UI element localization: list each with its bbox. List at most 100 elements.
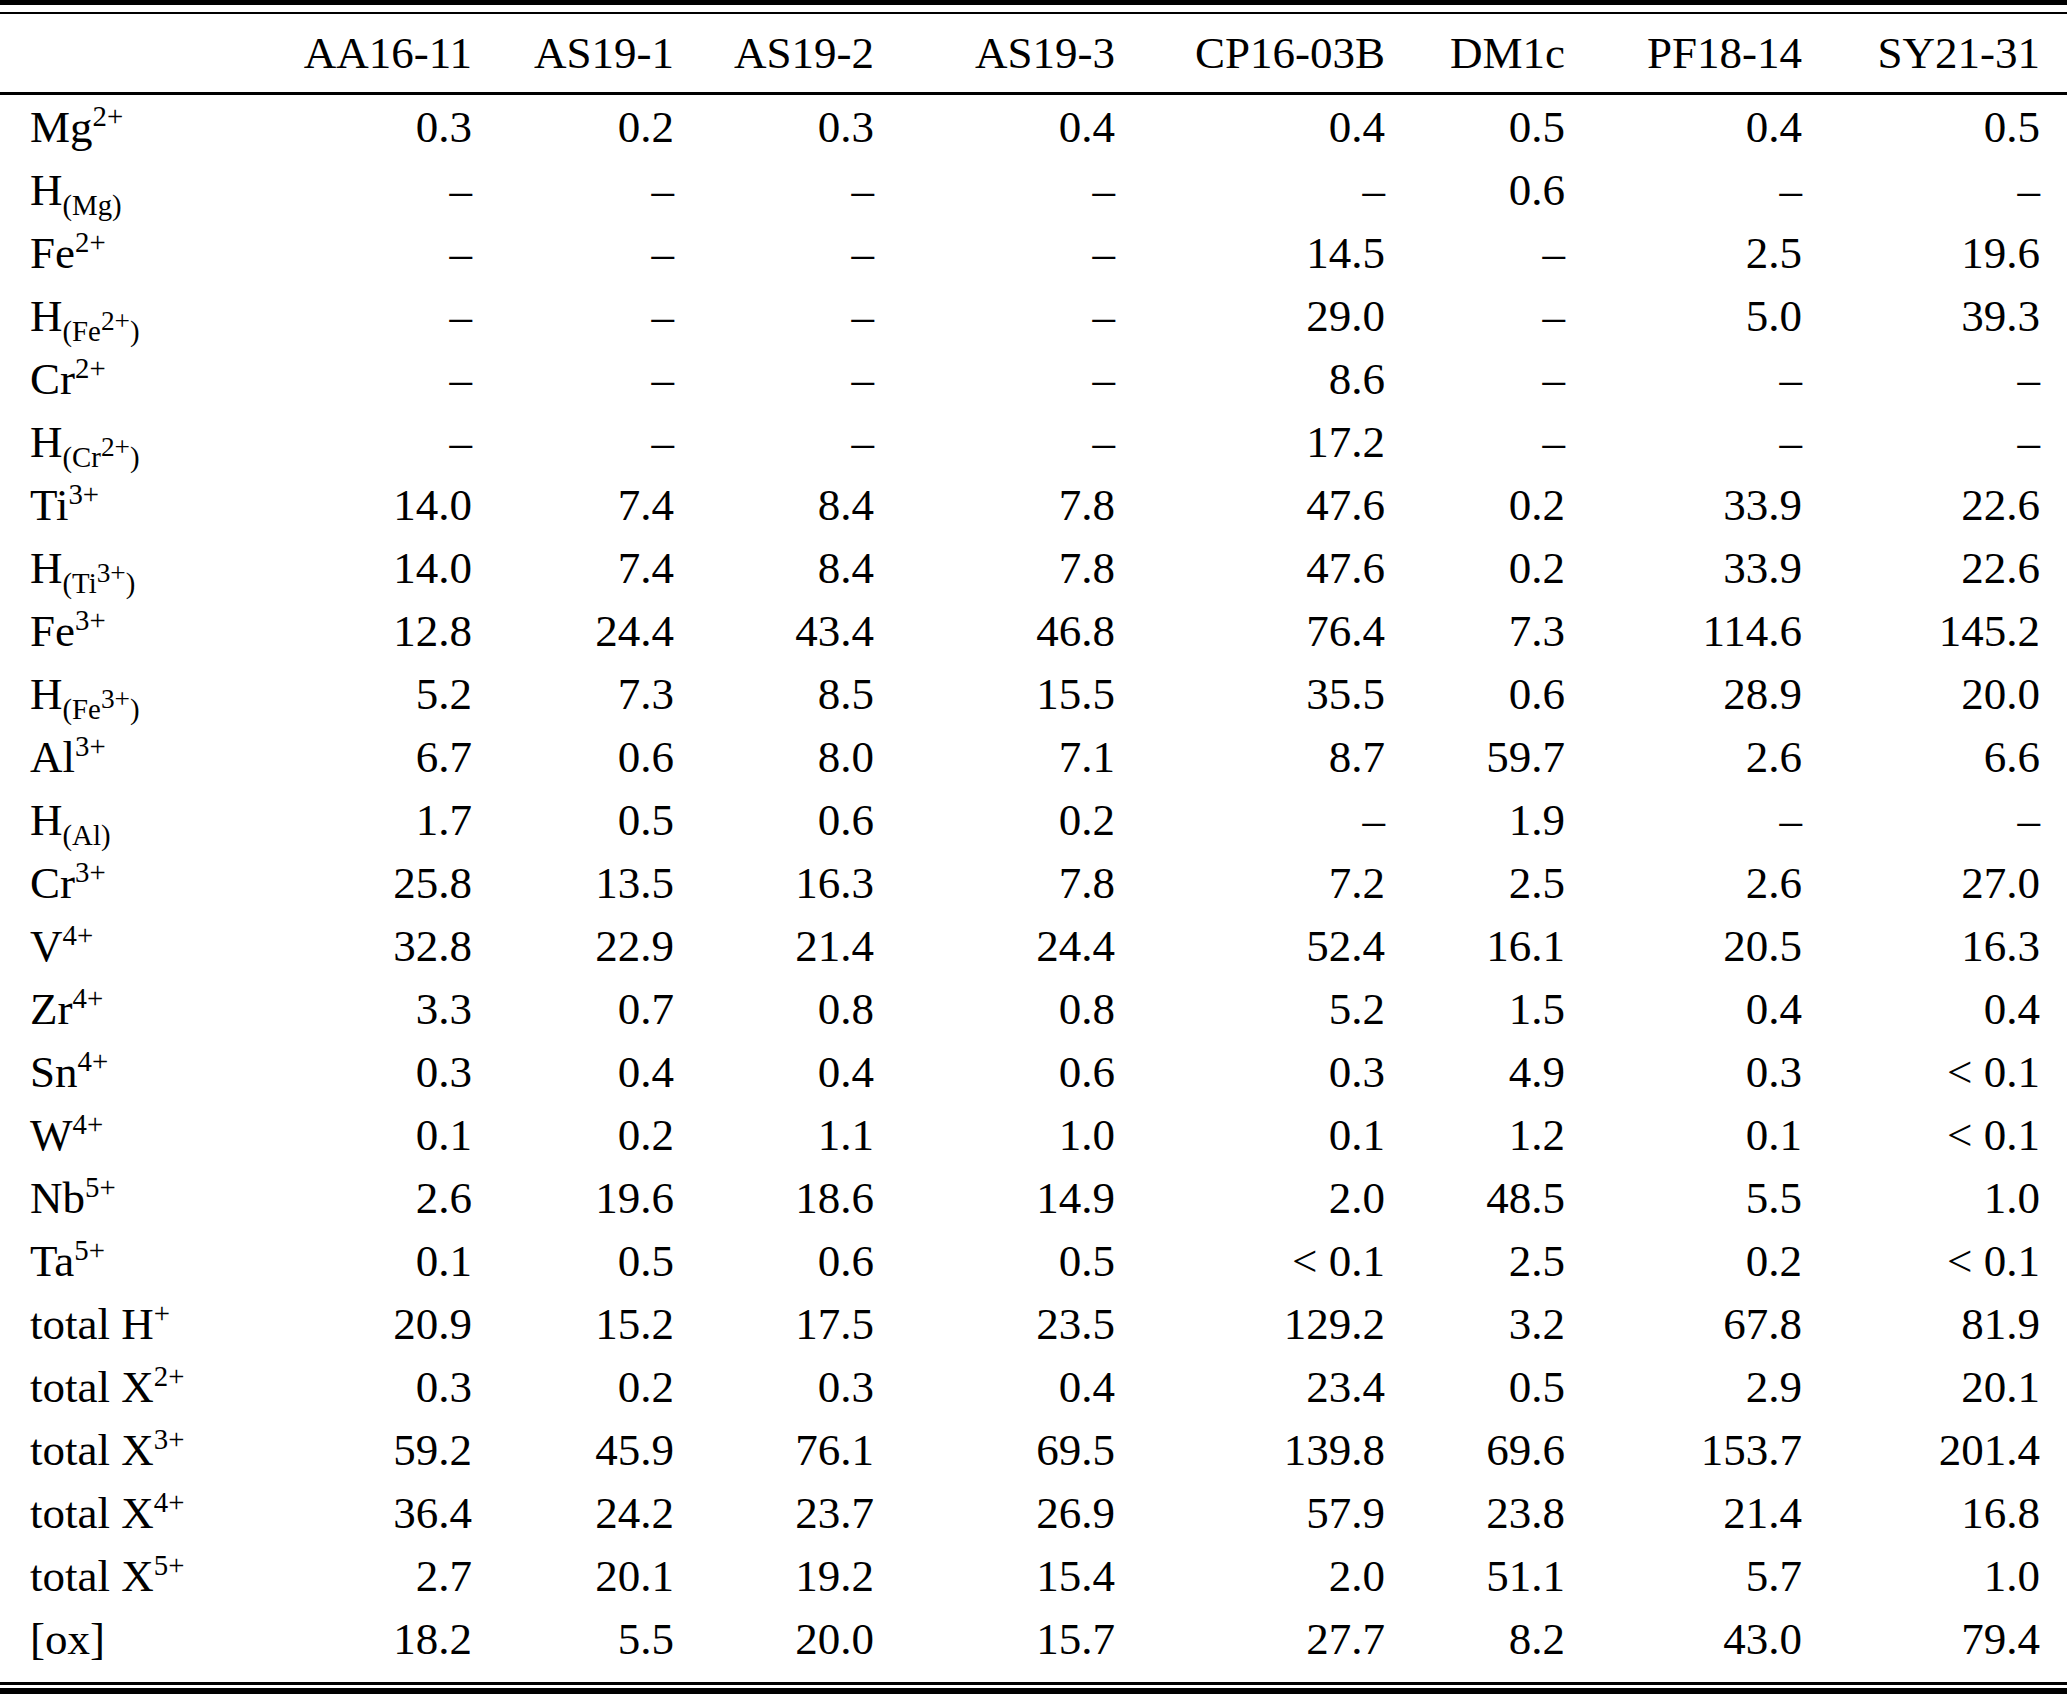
corner-cell — [0, 14, 300, 94]
column-header: AS19-1 — [472, 14, 674, 94]
cell-value: 7.3 — [472, 662, 674, 725]
cell-value: 20.1 — [1802, 1355, 2067, 1418]
cell-value: 129.2 — [1115, 1292, 1385, 1355]
cell-value: 0.6 — [874, 1040, 1115, 1103]
cell-value: 14.0 — [300, 473, 472, 536]
cell-value: 7.8 — [874, 851, 1115, 914]
cell-value: 18.6 — [674, 1166, 874, 1229]
cell-value: 8.0 — [674, 725, 874, 788]
bottom-rule-thick — [0, 1688, 2067, 1694]
cell-value: 8.7 — [1115, 725, 1385, 788]
cell-value: 0.1 — [300, 1103, 472, 1166]
cell-value: 0.4 — [1802, 977, 2067, 1040]
table-row: H(Mg)–––––0.6–– — [0, 158, 2067, 221]
cell-value: 32.8 — [300, 914, 472, 977]
cell-value: 69.5 — [874, 1418, 1115, 1481]
table-row: H(Fe2+)––––29.0–5.039.3 — [0, 284, 2067, 347]
cell-value: 1.1 — [674, 1103, 874, 1166]
cell-value: 0.3 — [674, 94, 874, 159]
cell-value: 35.5 — [1115, 662, 1385, 725]
cell-value: 201.4 — [1802, 1418, 2067, 1481]
cell-value: 20.1 — [472, 1544, 674, 1607]
cell-value: < 0.1 — [1115, 1229, 1385, 1292]
row-label: total X2+ — [0, 1355, 300, 1418]
cell-value: 22.9 — [472, 914, 674, 977]
cell-value: 1.9 — [1385, 788, 1565, 851]
cell-value: 0.2 — [472, 1103, 674, 1166]
cell-value: – — [674, 347, 874, 410]
row-label: H(Mg) — [0, 158, 300, 221]
cell-value: 0.2 — [1385, 473, 1565, 536]
cell-value: 59.7 — [1385, 725, 1565, 788]
cell-value: 67.8 — [1565, 1292, 1802, 1355]
cell-value: 5.2 — [1115, 977, 1385, 1040]
cell-value: 19.2 — [674, 1544, 874, 1607]
cell-value: 3.2 — [1385, 1292, 1565, 1355]
cell-value: 0.5 — [1802, 94, 2067, 159]
cell-value: 17.2 — [1115, 410, 1385, 473]
cell-value: 33.9 — [1565, 473, 1802, 536]
cell-value: 16.3 — [1802, 914, 2067, 977]
cell-value: 7.4 — [472, 473, 674, 536]
cell-value: 5.5 — [1565, 1166, 1802, 1229]
cell-value: – — [874, 221, 1115, 284]
cell-value: 51.1 — [1385, 1544, 1565, 1607]
cell-value: 0.5 — [1385, 94, 1565, 159]
cell-value: 0.1 — [1565, 1103, 1802, 1166]
cell-value: 1.0 — [1802, 1544, 2067, 1607]
cell-value: 28.9 — [1565, 662, 1802, 725]
column-header: AS19-3 — [874, 14, 1115, 94]
cell-value: 0.6 — [1385, 158, 1565, 221]
cell-value: 7.8 — [874, 536, 1115, 599]
row-label: Fe2+ — [0, 221, 300, 284]
row-label: H(Ti3+) — [0, 536, 300, 599]
cell-value: 7.1 — [874, 725, 1115, 788]
table-row: Sn4+0.30.40.40.60.34.90.3< 0.1 — [0, 1040, 2067, 1103]
cell-value: 1.2 — [1385, 1103, 1565, 1166]
cell-value: 7.2 — [1115, 851, 1385, 914]
cell-value: 22.6 — [1802, 536, 2067, 599]
cell-value: 0.1 — [1115, 1103, 1385, 1166]
cell-value: 5.2 — [300, 662, 472, 725]
cell-value: 153.7 — [1565, 1418, 1802, 1481]
row-label: total H+ — [0, 1292, 300, 1355]
cell-value: 0.5 — [874, 1229, 1115, 1292]
cell-value: 79.4 — [1802, 1607, 2067, 1670]
table-row: H(Ti3+)14.07.48.47.847.60.233.922.6 — [0, 536, 2067, 599]
cell-value: 47.6 — [1115, 536, 1385, 599]
cell-value: – — [472, 347, 674, 410]
row-label: H(Fe2+) — [0, 284, 300, 347]
cell-value: 2.0 — [1115, 1544, 1385, 1607]
cell-value: 0.5 — [1385, 1355, 1565, 1418]
cell-value: 145.2 — [1802, 599, 2067, 662]
cell-value: – — [1385, 221, 1565, 284]
cell-value: 69.6 — [1385, 1418, 1565, 1481]
row-label: Ti3+ — [0, 473, 300, 536]
cell-value: 33.9 — [1565, 536, 1802, 599]
table-row: H(Al)1.70.50.60.2–1.9–– — [0, 788, 2067, 851]
cell-value: < 0.1 — [1802, 1229, 2067, 1292]
cell-value: 8.6 — [1115, 347, 1385, 410]
row-label: Sn4+ — [0, 1040, 300, 1103]
row-label: H(Fe3+) — [0, 662, 300, 725]
cell-value: 2.5 — [1385, 851, 1565, 914]
cell-value: 16.3 — [674, 851, 874, 914]
table-row: Fe2+––––14.5–2.519.6 — [0, 221, 2067, 284]
cell-value: 15.4 — [874, 1544, 1115, 1607]
row-label: total X5+ — [0, 1544, 300, 1607]
cell-value: 81.9 — [1802, 1292, 2067, 1355]
cell-value: 20.0 — [1802, 662, 2067, 725]
top-rule-thick — [0, 0, 2067, 5]
row-label: Ta5+ — [0, 1229, 300, 1292]
cell-value: 24.4 — [874, 914, 1115, 977]
cell-value: 14.0 — [300, 536, 472, 599]
cell-value: 2.5 — [1565, 221, 1802, 284]
cell-value: 2.5 — [1385, 1229, 1565, 1292]
cell-value: 8.2 — [1385, 1607, 1565, 1670]
bottom-rule-thin — [0, 1682, 2067, 1685]
column-header: PF18-14 — [1565, 14, 1802, 94]
cell-value: 76.1 — [674, 1418, 874, 1481]
column-header: DM1c — [1385, 14, 1565, 94]
cell-value: 6.6 — [1802, 725, 2067, 788]
cell-value: 21.4 — [674, 914, 874, 977]
